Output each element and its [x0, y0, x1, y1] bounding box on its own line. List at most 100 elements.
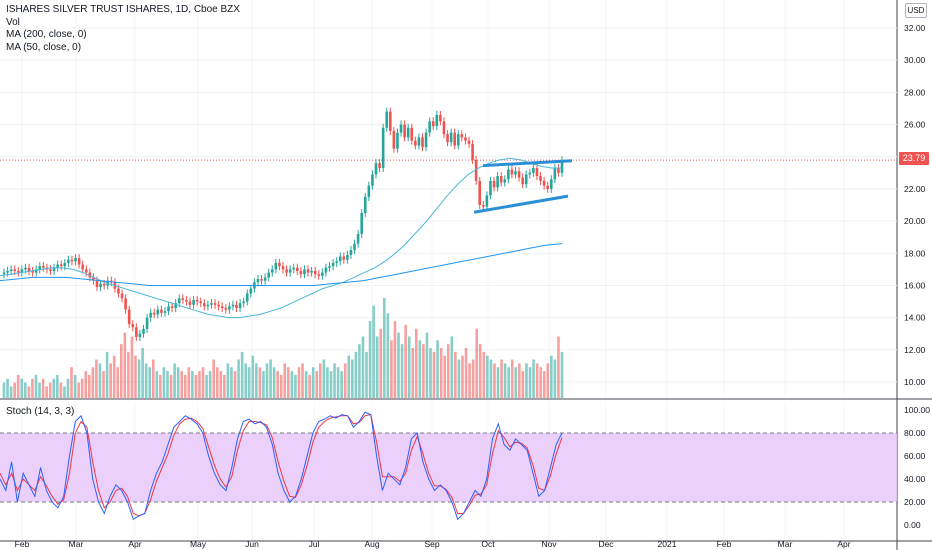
candle-body — [281, 266, 285, 270]
volume-bar — [379, 328, 383, 398]
price-tick-label: 18.00 — [904, 248, 926, 258]
candle-body — [335, 261, 338, 263]
candle-body — [199, 301, 203, 304]
stoch-lines — [0, 411, 563, 521]
candle-body — [188, 301, 192, 305]
price-tick-label: 10.00 — [904, 377, 926, 387]
time-tick-label: Aug — [364, 539, 379, 549]
volume-bar — [73, 374, 77, 398]
candle-body — [263, 277, 267, 281]
volume-bar — [528, 367, 532, 398]
candle-body — [367, 185, 371, 197]
volume-bar — [265, 363, 269, 398]
candle-body — [346, 254, 349, 260]
legend-ma200[interactable]: MA (200, close, 0) — [6, 29, 87, 40]
candle-body — [299, 270, 303, 275]
volume-bar — [102, 371, 105, 398]
volume-bar — [34, 374, 38, 398]
candle-body — [535, 167, 539, 177]
volume-bar — [542, 371, 546, 398]
candle-body — [406, 127, 410, 138]
volume-bar — [315, 371, 319, 398]
candle-body — [496, 176, 499, 188]
candle-body — [489, 180, 492, 196]
time-tick-label: May — [190, 539, 207, 549]
candle-body — [374, 163, 378, 175]
candle-body — [231, 304, 235, 307]
volume-bar — [272, 367, 276, 398]
candle-body — [324, 267, 328, 273]
candle-body — [474, 159, 478, 181]
volume-bar — [489, 359, 493, 398]
volume-bar — [358, 344, 361, 398]
candle-body — [17, 270, 20, 273]
legend-symbol[interactable]: ISHARES SILVER TRUST ISHARES, 1D, Cboe B… — [6, 4, 240, 15]
volume-bar — [198, 371, 201, 398]
candle-body — [321, 272, 324, 276]
candle-body — [385, 111, 389, 128]
legend-ma50[interactable]: MA (50, close, 0) — [6, 41, 82, 53]
candle-body — [371, 174, 374, 186]
lower-trendline — [473, 194, 569, 214]
candle-body — [84, 269, 88, 273]
legend-vol[interactable]: Vol — [6, 16, 20, 28]
candle-body — [539, 176, 542, 181]
candle-body — [424, 132, 428, 148]
candle-body — [149, 312, 152, 318]
candle-body — [52, 267, 56, 271]
volume-bar — [347, 355, 351, 398]
candle-body — [292, 267, 296, 270]
candle-body — [485, 195, 489, 207]
stoch-legend[interactable]: Stoch (14, 3, 3) — [6, 406, 75, 417]
candle-body — [378, 163, 381, 168]
candle-body — [152, 312, 156, 315]
volume-bar — [496, 367, 500, 398]
trendlines — [473, 159, 573, 214]
volume-bar — [59, 382, 63, 398]
price-tick-label: 16.00 — [904, 280, 926, 290]
volume-bar — [553, 359, 557, 398]
volume-bar — [52, 378, 56, 398]
volume-bar — [276, 371, 279, 398]
candle-body — [238, 303, 242, 308]
volume-bar — [283, 363, 287, 398]
candle-body — [363, 196, 367, 214]
price-tick-label: 22.00 — [904, 184, 926, 194]
candle-body — [27, 267, 31, 271]
candle-body — [260, 279, 263, 281]
candle-body — [74, 258, 77, 262]
volume-bar — [127, 351, 130, 398]
candle-body — [460, 134, 464, 138]
volume-bar — [166, 371, 169, 398]
volume-bar — [454, 351, 457, 398]
stoch-tick-label: 100.00 — [904, 405, 930, 415]
volume-bar — [137, 359, 141, 398]
candle-body — [542, 180, 546, 186]
volume-bar — [418, 340, 422, 398]
volume-bar — [443, 355, 447, 398]
currency-button[interactable]: USD — [905, 3, 927, 18]
candle-body — [77, 258, 81, 265]
candle-body — [192, 299, 195, 305]
volume-bar — [6, 378, 9, 398]
candle-body — [145, 317, 149, 329]
volume-bar — [262, 371, 265, 398]
time-tick-label: Sep — [424, 539, 439, 549]
volume-bar — [464, 348, 468, 398]
volume-bar — [301, 363, 304, 398]
candle-body — [417, 137, 421, 146]
volume-bar — [400, 344, 404, 398]
time-tick-label: Feb — [717, 539, 732, 549]
volume-bar — [450, 336, 454, 398]
candle-body — [95, 280, 99, 288]
candle-body — [70, 259, 74, 262]
candle-body — [331, 262, 335, 267]
volume-bar — [240, 351, 244, 398]
candle-body — [446, 134, 449, 143]
volume-bar — [407, 336, 411, 398]
candle-body — [49, 269, 52, 271]
volume-bar — [230, 367, 233, 398]
volume-bar — [336, 367, 340, 398]
candle-body — [42, 266, 45, 268]
